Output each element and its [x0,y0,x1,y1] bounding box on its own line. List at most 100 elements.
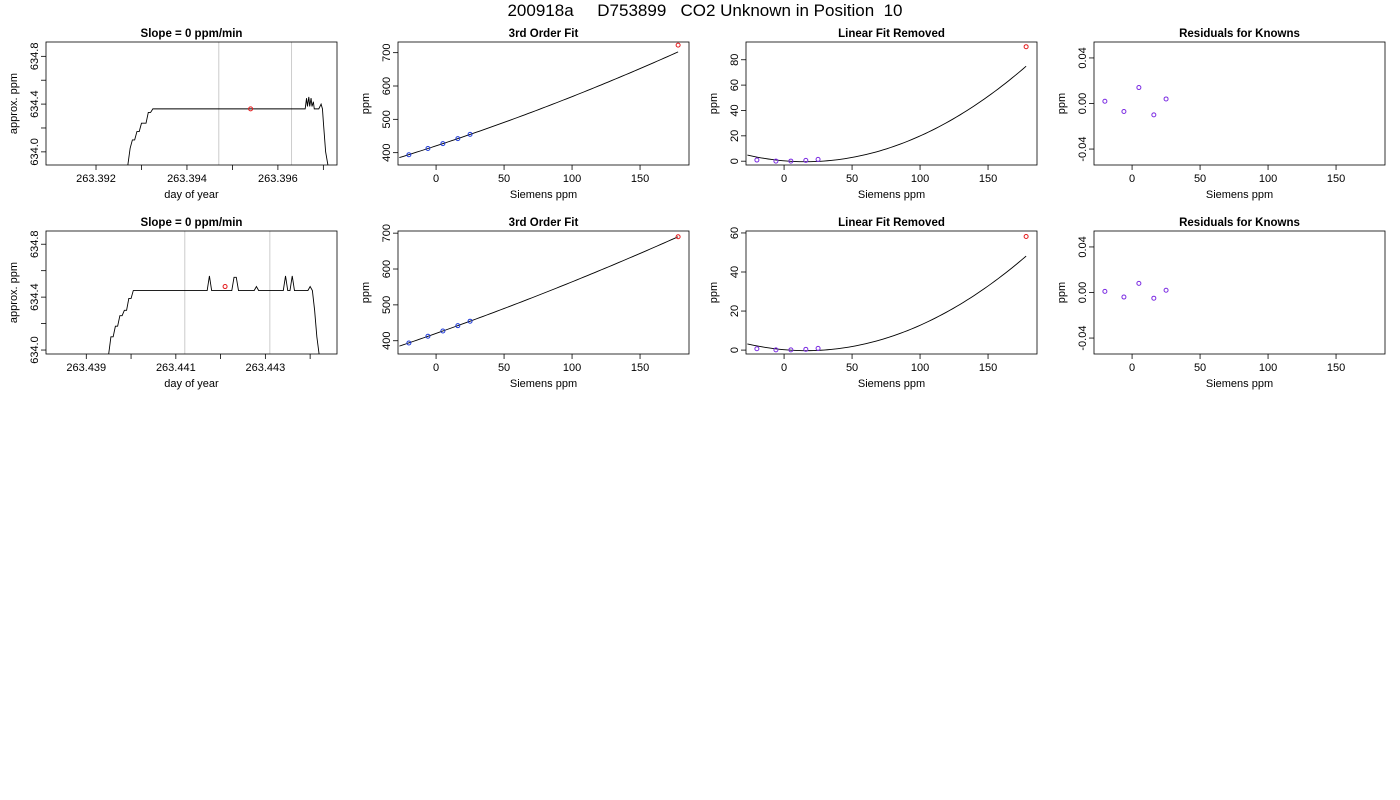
x-tick-label: 100 [1259,173,1277,185]
x-tick-label: 100 [1259,362,1277,374]
chart-title: 3rd Order Fit [509,217,579,229]
data-point [425,146,431,152]
data-point [1102,288,1108,294]
plot-frame [745,230,1038,355]
data-point [1151,295,1157,301]
panel-r1-timeseries: Slope = 0 ppm/min 263.392 263.394 263.396 63… [8,28,338,201]
data-point [467,131,473,137]
highlight-point [248,106,254,112]
x-tick-label: 263.443 [245,362,285,374]
y-tick-label: 60 [729,227,741,239]
panel-r2-linear-fit-removed: Linear Fit Removed 0 50 100 150 0 20 40 60 Siemen… [708,217,1038,390]
y-axis-label: approx. ppm [8,73,20,134]
data-point [467,318,473,324]
fit-curve [747,255,1027,352]
y-axis-label: ppm [1056,93,1068,114]
y-tick-label: 0 [729,347,741,353]
series-line [127,96,329,165]
y-tick-label: 634.4 [29,90,41,118]
data-point [1023,44,1029,50]
chart-title: Linear Fit Removed [838,217,945,229]
x-tick-label: 263.394 [167,173,207,185]
y-tick-label: 0.04 [1077,47,1089,68]
data-point [815,156,821,162]
x-tick-label: 263.441 [156,362,196,374]
panel-r1-third-order-fit: 3rd Order Fit 0 50 100 150 400 500 600 700 Siemen… [360,28,690,201]
fit-curve [399,51,679,159]
y-tick-label: 500 [381,110,393,128]
data-point [1136,85,1142,91]
series-line [108,275,320,354]
data-point [675,42,681,48]
y-axis-label: approx. ppm [8,262,20,323]
data-point [754,346,760,352]
y-tick-label: 20 [729,305,741,317]
x-axis-label: Siemens ppm [1206,189,1273,201]
data-point [803,346,809,352]
x-tick-label: 50 [1194,173,1206,185]
x-tick-label: 100 [911,173,929,185]
x-axis-label: Siemens ppm [510,189,577,201]
plot-frame [45,230,338,355]
data-point [440,328,446,334]
data-point [1121,294,1127,300]
plot-frame [397,230,690,355]
x-tick-label: 150 [631,173,649,185]
y-tick-label: 500 [381,296,393,314]
y-tick-label: 40 [729,266,741,278]
data-point [455,323,461,329]
y-tick-label: 400 [381,143,393,161]
x-tick-label: 0 [781,362,787,374]
y-axis-label: ppm [360,282,372,303]
data-point [406,152,412,158]
y-tick-label: 20 [729,130,741,142]
x-axis-label: Siemens ppm [510,378,577,390]
chart-title: Residuals for Knowns [1179,28,1300,40]
x-axis-label: Siemens ppm [858,189,925,201]
data-point [1151,112,1157,118]
y-tick-label: 80 [729,54,741,66]
data-point [1136,280,1142,286]
x-tick-label: 0 [1129,173,1135,185]
panel-r1-linear-fit-removed: Linear Fit Removed 0 50 100 150 0 20 40 60 80 Siem… [708,28,1038,201]
data-point [1102,98,1108,104]
panel-r2-third-order-fit: 3rd Order Fit 0 50 100 150 400 500 600 700 Siemen… [360,217,690,390]
panel-r1-residuals: Residuals for Knowns 0 50 100 150 -0.04 0.00 0.… [1056,28,1386,201]
x-axis-label: Siemens ppm [858,378,925,390]
x-tick-label: 0 [433,173,439,185]
data-point [455,136,461,142]
y-tick-label: 600 [381,77,393,95]
page-title: 200918a D753899 CO2 Unknown in Position … [507,1,903,20]
data-point [406,340,412,346]
data-point [1121,108,1127,114]
panel-r2-residuals: Residuals for Knowns 0 50 100 150 -0.04 0.00 0.… [1056,217,1386,390]
y-tick-label: 700 [381,43,393,61]
y-tick-label: -0.04 [1077,326,1089,351]
x-tick-label: 50 [498,173,510,185]
y-tick-label: 634.8 [29,230,41,258]
y-tick-label: 0.04 [1077,236,1089,257]
plot-frame [397,41,690,166]
x-tick-label: 0 [781,173,787,185]
chart-title: Slope = 0 ppm/min [141,217,243,229]
y-axis-label: ppm [1056,282,1068,303]
chart-title: Linear Fit Removed [838,28,945,40]
y-tick-label: 40 [729,104,741,116]
data-point [773,158,779,164]
data-point [425,333,431,339]
data-point [1023,233,1029,239]
chart-title: 3rd Order Fit [509,28,579,40]
x-tick-label: 263.392 [76,173,116,185]
panel-r2-timeseries: Slope = 0 ppm/min 263.439 263.441 263.443 63… [8,217,338,390]
x-tick-label: 150 [631,362,649,374]
data-point [754,157,760,163]
data-point [440,141,446,147]
data-point [788,347,794,353]
highlight-point [222,284,228,290]
data-point [675,234,681,240]
plot-frame [745,41,1038,166]
x-tick-label: 150 [979,173,997,185]
x-tick-label: 50 [846,362,858,374]
y-tick-label: 0 [729,158,741,164]
y-tick-label: 400 [381,332,393,350]
